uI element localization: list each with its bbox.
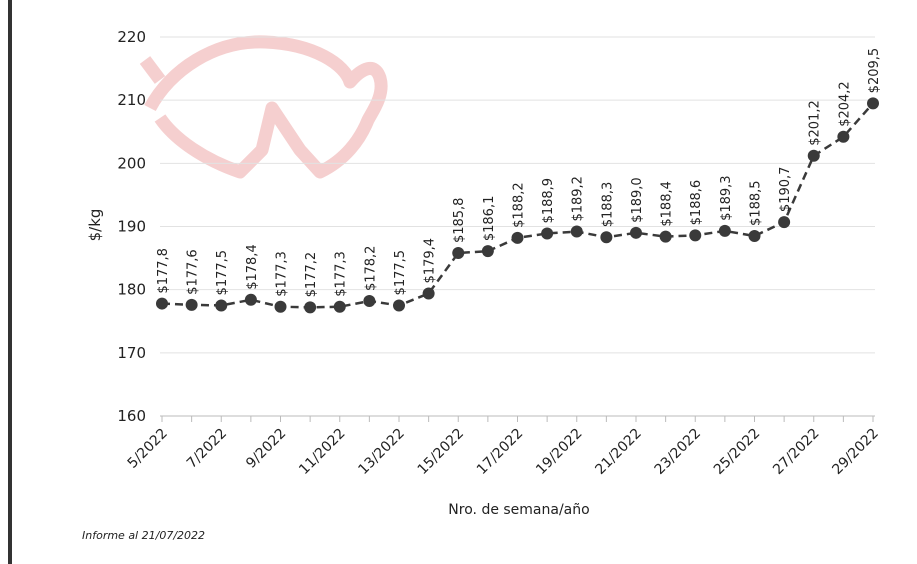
pig-watermark — [145, 42, 381, 172]
data-point — [541, 227, 553, 239]
data-point — [393, 299, 405, 311]
value-label: $201,2 — [808, 100, 823, 146]
value-label: $188,5 — [749, 180, 764, 226]
data-point — [778, 216, 790, 228]
x-tick-label: 15/2022 — [415, 426, 467, 478]
value-label: $177,8 — [156, 248, 171, 294]
y-tick-label: 220 — [117, 28, 146, 46]
data-point — [304, 301, 316, 313]
value-label: $185,8 — [452, 198, 467, 244]
y-tick-label: 210 — [117, 91, 146, 109]
value-label: $188,2 — [512, 182, 527, 228]
data-point — [600, 231, 612, 243]
data-point — [423, 287, 435, 299]
x-tick-label: 5/2022 — [125, 426, 171, 472]
x-tick-label: 29/2022 — [829, 426, 881, 478]
y-tick-label: 180 — [117, 281, 146, 299]
data-point — [186, 299, 198, 311]
side-bar — [8, 0, 12, 564]
data-point — [630, 227, 642, 239]
x-tick-label: 11/2022 — [296, 426, 348, 478]
value-label: $188,3 — [600, 182, 615, 228]
value-label: $209,5 — [867, 48, 882, 94]
data-point — [689, 229, 701, 241]
data-point — [837, 131, 849, 143]
value-label: $186,1 — [482, 196, 497, 242]
footnote: Informe al 21/07/2022 — [82, 529, 205, 542]
data-point — [452, 247, 464, 259]
x-tick-label: 27/2022 — [770, 426, 822, 478]
y-axis-title: $/kg — [86, 209, 104, 242]
y-tick-label: 170 — [117, 344, 146, 362]
y-tick-label: 190 — [117, 218, 146, 236]
value-label: $189,3 — [719, 175, 734, 221]
value-label: $177,3 — [334, 251, 349, 297]
value-label: $204,2 — [837, 81, 852, 127]
value-label: $177,2 — [304, 252, 319, 298]
chart: $/kg Nro. de semana/año Informe al 21/07… — [0, 0, 917, 564]
x-tick-label: 23/2022 — [652, 426, 704, 478]
value-label: $189,0 — [630, 177, 645, 223]
data-point — [512, 232, 524, 244]
value-label: $188,6 — [689, 180, 704, 226]
data-point — [482, 245, 494, 257]
x-tick-label: 25/2022 — [711, 426, 763, 478]
x-tick-label: 17/2022 — [474, 426, 526, 478]
data-point — [660, 231, 672, 243]
value-label: $188,9 — [541, 178, 556, 224]
value-label: $190,7 — [778, 167, 793, 213]
data-point — [571, 226, 583, 238]
data-point — [867, 97, 879, 109]
value-label: $177,3 — [275, 251, 290, 297]
value-label: $189,2 — [571, 176, 586, 222]
x-tick-label: 13/2022 — [355, 426, 407, 478]
data-point — [719, 225, 731, 237]
data-point — [275, 301, 287, 313]
data-point — [808, 150, 820, 162]
y-tick-label: 200 — [117, 154, 146, 172]
data-point — [334, 301, 346, 313]
data-point — [363, 295, 375, 307]
data-point — [156, 298, 168, 310]
value-label: $188,4 — [660, 181, 675, 227]
data-point — [245, 294, 257, 306]
value-label: $177,5 — [215, 250, 230, 296]
value-label: $178,4 — [245, 244, 260, 290]
x-tick-label: 7/2022 — [184, 426, 230, 472]
value-label: $177,6 — [186, 249, 201, 295]
value-label: $179,4 — [423, 238, 438, 284]
data-point — [215, 299, 227, 311]
data-point — [749, 230, 761, 242]
x-tick-label: 9/2022 — [243, 426, 289, 472]
y-tick-label: 160 — [117, 407, 146, 425]
x-axis-title: Nro. de semana/año — [448, 502, 589, 518]
x-tick-label: 19/2022 — [533, 426, 585, 478]
x-tick-label: 21/2022 — [592, 426, 644, 478]
value-label: $178,2 — [363, 246, 378, 292]
value-label: $177,5 — [393, 250, 408, 296]
